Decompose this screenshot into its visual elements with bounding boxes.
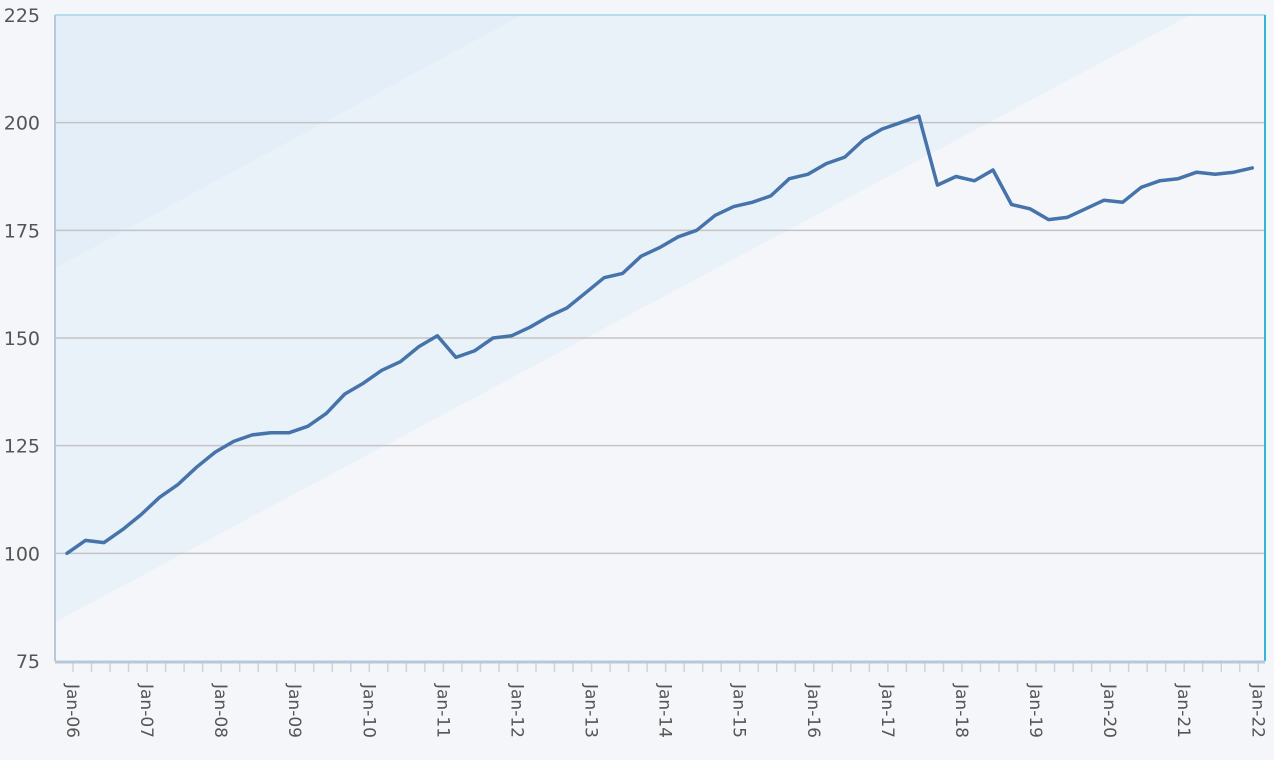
x-tick-label: Jan-06 bbox=[62, 683, 82, 738]
x-tick-label: Jan-17 bbox=[877, 683, 897, 738]
y-tick-label: 75 bbox=[16, 651, 40, 673]
x-tick-label: Jan-12 bbox=[506, 683, 526, 738]
y-tick-label: 200 bbox=[4, 113, 40, 135]
x-tick-label: Jan-19 bbox=[1025, 683, 1045, 738]
x-tick-label: Jan-18 bbox=[951, 683, 971, 738]
x-tick-label: Jan-10 bbox=[358, 683, 378, 738]
x-tick-label: Jan-14 bbox=[655, 683, 675, 738]
y-tick-label: 175 bbox=[4, 220, 40, 242]
x-tick-label: Jan-08 bbox=[210, 683, 230, 738]
x-tick-label: Jan-20 bbox=[1099, 683, 1119, 738]
background-band bbox=[55, 15, 1190, 622]
y-tick-label: 150 bbox=[4, 328, 40, 350]
background-band-dark bbox=[55, 15, 522, 268]
x-tick-label: Jan-11 bbox=[432, 683, 452, 738]
y-tick-label: 100 bbox=[4, 543, 40, 565]
x-tick-label: Jan-15 bbox=[729, 683, 749, 738]
x-tick-label: Jan-13 bbox=[581, 683, 601, 738]
x-tick-label: Jan-07 bbox=[136, 683, 156, 738]
series-line bbox=[65, 114, 1255, 556]
y-tick-label: 225 bbox=[4, 5, 40, 27]
x-tick-label: Jan-16 bbox=[803, 683, 823, 738]
y-tick-label: 125 bbox=[4, 436, 40, 458]
x-tick-label: Jan-09 bbox=[284, 683, 304, 738]
x-tick-label: Jan-22 bbox=[1247, 683, 1267, 738]
x-tick-label: Jan-21 bbox=[1173, 683, 1193, 738]
